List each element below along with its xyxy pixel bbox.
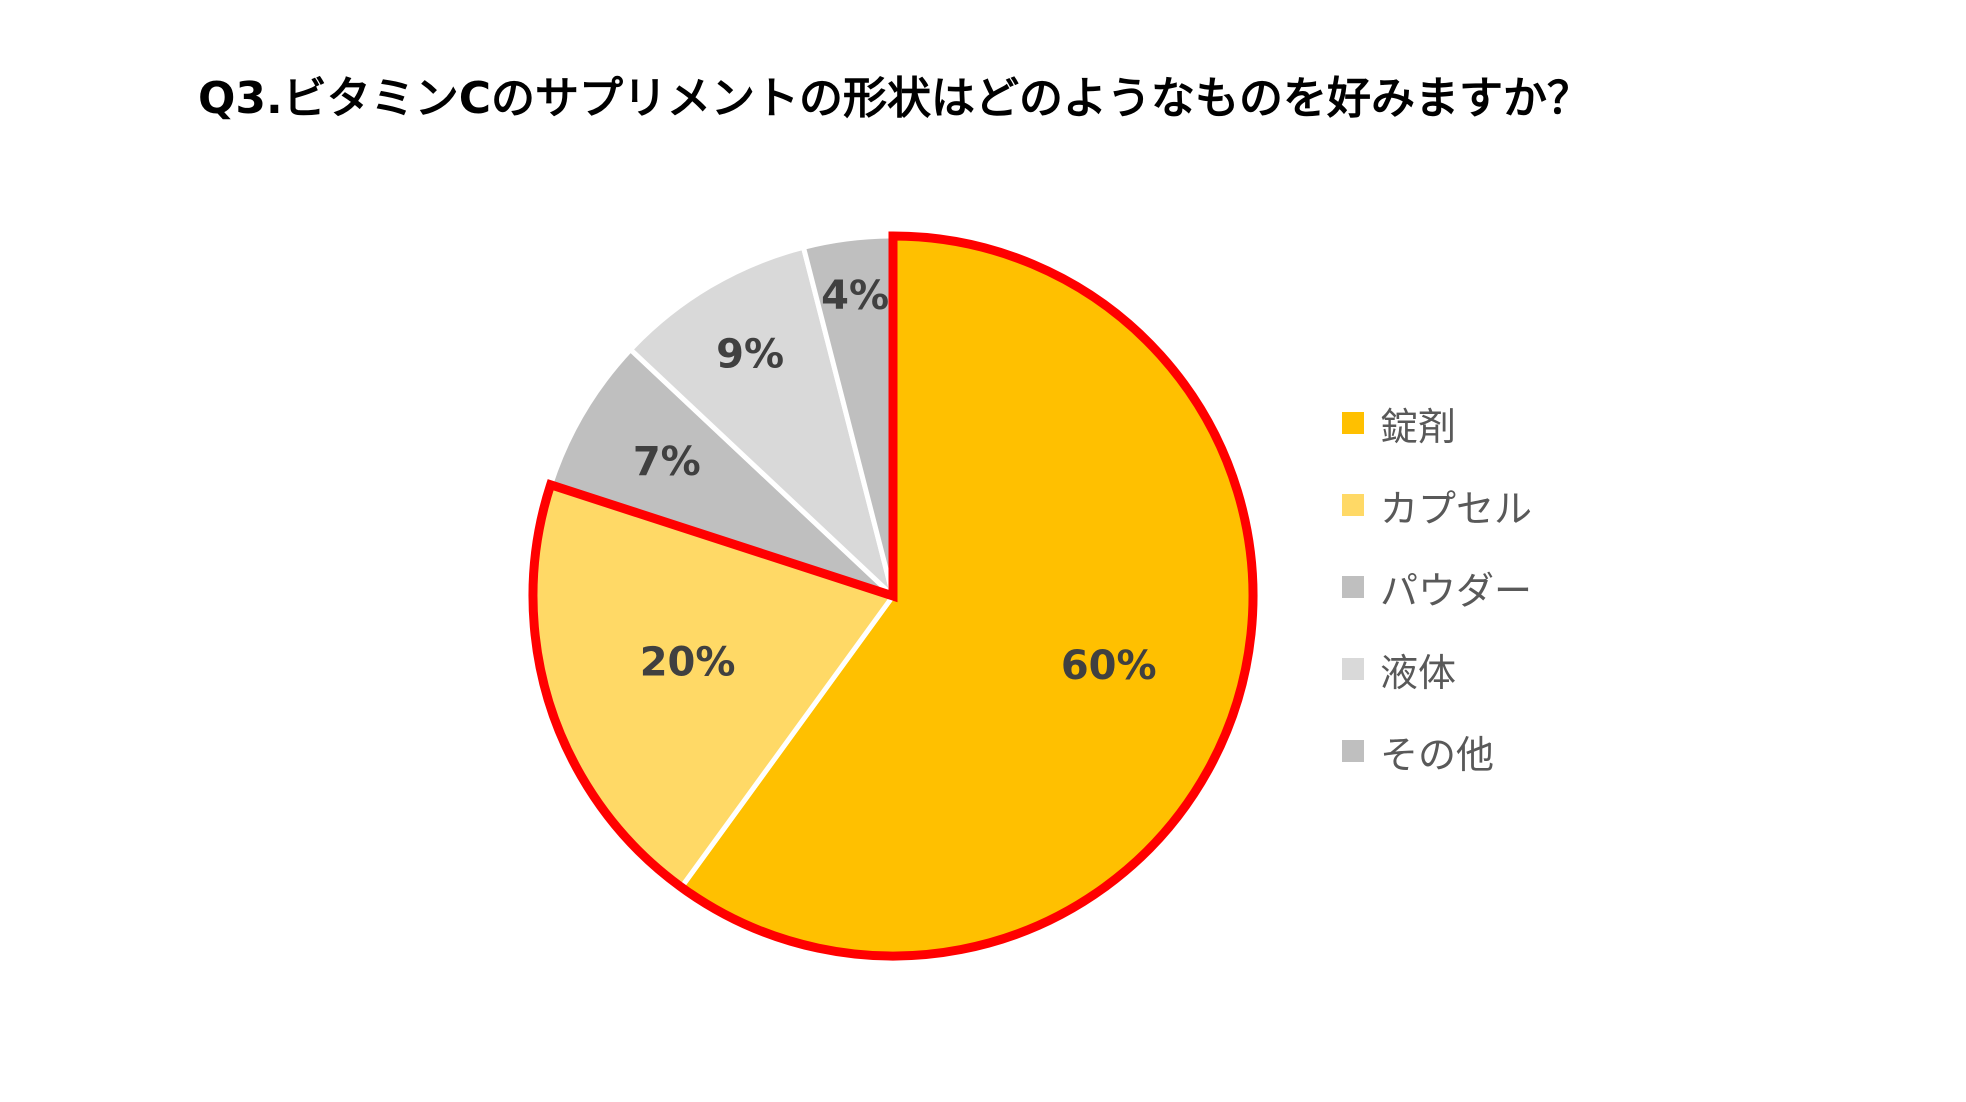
legend-label: パウダー — [1380, 568, 1533, 613]
legend-swatch — [1342, 494, 1364, 516]
slice-label-1: 60% — [1061, 643, 1157, 689]
legend-item-5: その他 — [1342, 710, 1532, 792]
legend-swatch — [1342, 740, 1364, 762]
legend-item-1: 錠剤 — [1342, 382, 1532, 464]
slice-label-2: 20% — [640, 640, 736, 686]
pie-slice-4 — [628, 244, 896, 599]
legend-item-2: カプセル — [1342, 464, 1532, 546]
legend-label: 液体 — [1380, 650, 1457, 695]
legend: 錠剤カプセルパウダー液体その他 — [1342, 382, 1532, 792]
legend-swatch — [1342, 658, 1364, 680]
legend-item-3: パウダー — [1342, 546, 1532, 628]
legend-swatch — [1342, 576, 1364, 598]
legend-item-4: 液体 — [1342, 628, 1532, 710]
chart-title: Q3.ビタミンCのサプリメントの形状はどのようなものを好みますか？ — [198, 73, 1592, 124]
legend-label: カプセル — [1380, 486, 1533, 531]
legend-label: その他 — [1380, 732, 1495, 777]
legend-label: 錠剤 — [1380, 404, 1457, 449]
highlight-outline — [528, 231, 1258, 961]
pie-slice-3 — [548, 347, 896, 599]
legend-swatch — [1342, 412, 1364, 434]
slice-label-4: 9% — [716, 331, 784, 377]
slice-label-3: 7% — [633, 439, 701, 485]
slice-label-5: 4% — [821, 273, 889, 319]
